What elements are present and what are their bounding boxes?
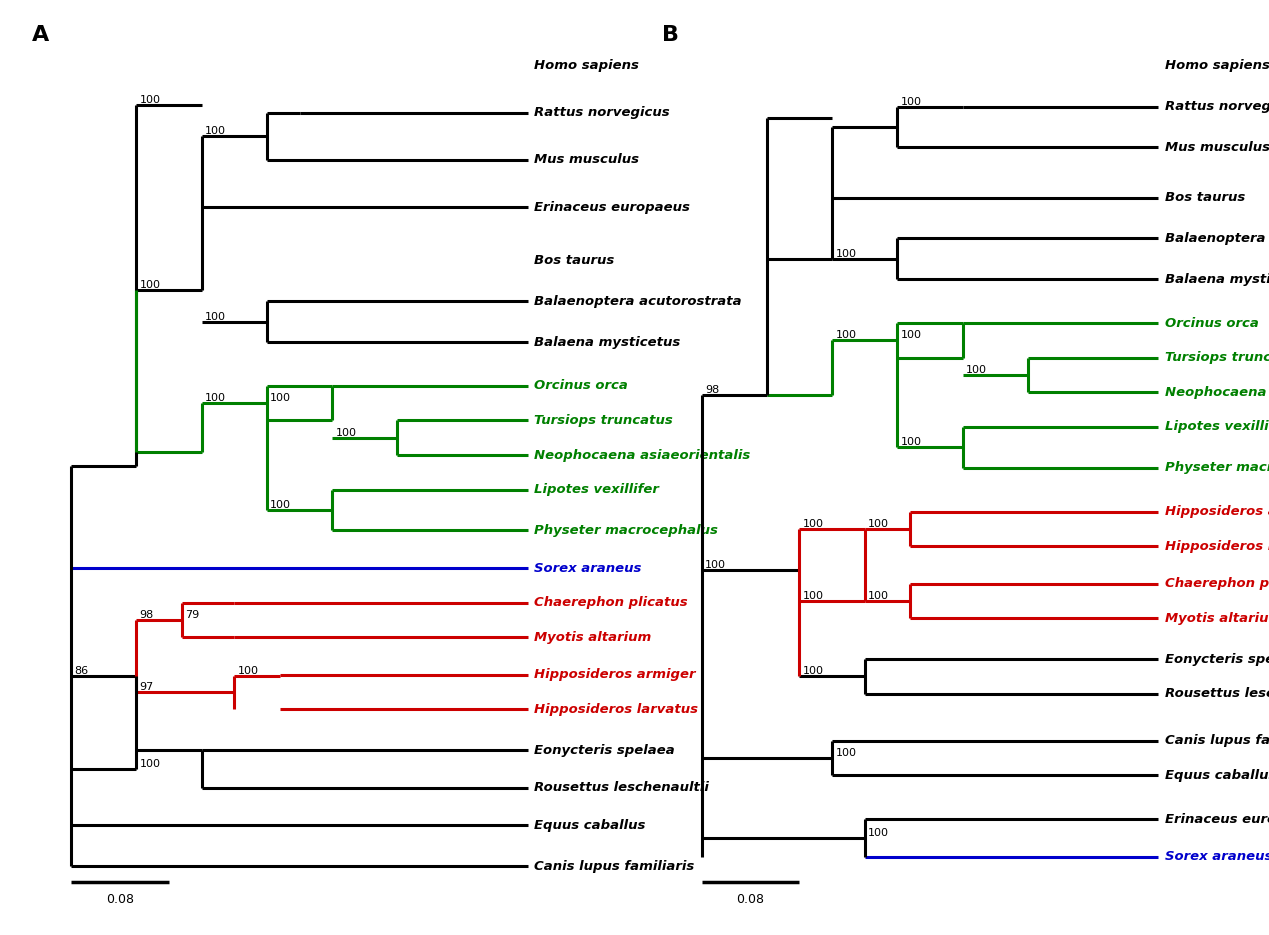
Text: Myotis altarium: Myotis altarium (1165, 611, 1269, 625)
Text: Tursiops truncatus: Tursiops truncatus (534, 414, 674, 427)
Text: Sorex araneus: Sorex araneus (1165, 850, 1269, 863)
Text: 100: 100 (237, 667, 259, 676)
Text: Orcinus orca: Orcinus orca (534, 380, 628, 393)
Text: Hipposideros armiger: Hipposideros armiger (1165, 505, 1269, 518)
Text: 97: 97 (140, 682, 154, 692)
Text: Chaerephon plicatus: Chaerephon plicatus (1165, 577, 1269, 590)
Text: 98: 98 (704, 385, 720, 396)
Text: Equus caballus: Equus caballus (1165, 769, 1269, 782)
Text: Balaenoptera acutorostrata: Balaenoptera acutorostrata (1165, 232, 1269, 245)
Text: Bos taurus: Bos taurus (534, 254, 614, 266)
Text: 100: 100 (835, 330, 857, 340)
Text: Balaena mysticetus: Balaena mysticetus (1165, 273, 1269, 286)
Text: Chaerephon plicatus: Chaerephon plicatus (534, 596, 688, 609)
Text: 100: 100 (901, 96, 921, 107)
Text: 0.08: 0.08 (107, 893, 135, 906)
Text: Rousettus leschenaultii: Rousettus leschenaultii (534, 782, 709, 794)
Text: 100: 100 (901, 330, 921, 340)
Text: 100: 100 (140, 95, 161, 105)
Text: 100: 100 (803, 591, 824, 601)
Text: 100: 100 (966, 365, 987, 375)
Text: 98: 98 (140, 610, 154, 620)
Text: 100: 100 (204, 311, 226, 322)
Text: Erinaceus europaeus: Erinaceus europaeus (1165, 813, 1269, 826)
Text: 100: 100 (270, 500, 291, 510)
Text: 100: 100 (803, 519, 824, 529)
Text: Balaena mysticetus: Balaena mysticetus (534, 336, 680, 349)
Text: 100: 100 (835, 249, 857, 259)
Text: Physeter macrocephalus: Physeter macrocephalus (1165, 461, 1269, 474)
Text: Hipposideros armiger: Hipposideros armiger (534, 669, 695, 682)
Text: Mus musculus: Mus musculus (534, 153, 640, 166)
Text: Physeter macrocephalus: Physeter macrocephalus (534, 524, 718, 537)
Text: 100: 100 (868, 519, 890, 529)
Text: 100: 100 (140, 759, 161, 769)
Text: 79: 79 (185, 610, 199, 620)
Text: Neophocaena asiaeorientalis: Neophocaena asiaeorientalis (1165, 386, 1269, 398)
Text: Canis lupus familiaris: Canis lupus familiaris (1165, 734, 1269, 747)
Text: A: A (32, 25, 49, 45)
Text: Equus caballus: Equus caballus (534, 819, 646, 832)
Text: Homo sapiens: Homo sapiens (534, 59, 640, 72)
Text: Homo sapiens: Homo sapiens (1165, 59, 1269, 72)
Text: 100: 100 (835, 748, 857, 758)
Text: 100: 100 (335, 427, 357, 438)
Text: 100: 100 (204, 394, 226, 403)
Text: 100: 100 (140, 280, 161, 290)
Text: Orcinus orca: Orcinus orca (1165, 317, 1259, 330)
Text: 100: 100 (270, 394, 291, 403)
Text: 0.08: 0.08 (736, 893, 764, 906)
Text: 100: 100 (868, 828, 890, 838)
Text: 100: 100 (901, 438, 921, 447)
Text: Neophocaena asiaeorientalis: Neophocaena asiaeorientalis (534, 449, 751, 462)
Text: Tursiops truncatus: Tursiops truncatus (1165, 352, 1269, 365)
Text: 100: 100 (868, 591, 890, 601)
Text: 100: 100 (204, 126, 226, 137)
Text: Rousettus leschenaultii: Rousettus leschenaultii (1165, 687, 1269, 700)
Text: 100: 100 (704, 559, 726, 569)
Text: B: B (662, 25, 679, 45)
Text: Lipotes vexillifer: Lipotes vexillifer (1165, 420, 1269, 433)
Text: Eonycteris spelaea: Eonycteris spelaea (534, 743, 675, 756)
Text: Erinaceus europaeus: Erinaceus europaeus (534, 200, 690, 213)
Text: Eonycteris spelaea: Eonycteris spelaea (1165, 653, 1269, 666)
Text: 86: 86 (75, 667, 89, 676)
Text: Sorex araneus: Sorex araneus (534, 562, 642, 574)
Text: Myotis altarium: Myotis altarium (534, 630, 652, 643)
Text: Canis lupus familiaris: Canis lupus familiaris (534, 859, 694, 872)
Text: Hipposideros larvatus: Hipposideros larvatus (1165, 539, 1269, 553)
Text: Bos taurus: Bos taurus (1165, 191, 1245, 204)
Text: 100: 100 (803, 667, 824, 676)
Text: Rattus norvegicus: Rattus norvegicus (534, 107, 670, 120)
Text: Hipposideros larvatus: Hipposideros larvatus (534, 703, 698, 716)
Text: Balaenoptera acutorostrata: Balaenoptera acutorostrata (534, 295, 742, 308)
Text: Rattus norvegicus: Rattus norvegicus (1165, 100, 1269, 113)
Text: Mus musculus: Mus musculus (1165, 141, 1269, 154)
Text: Lipotes vexillifer: Lipotes vexillifer (534, 483, 660, 496)
